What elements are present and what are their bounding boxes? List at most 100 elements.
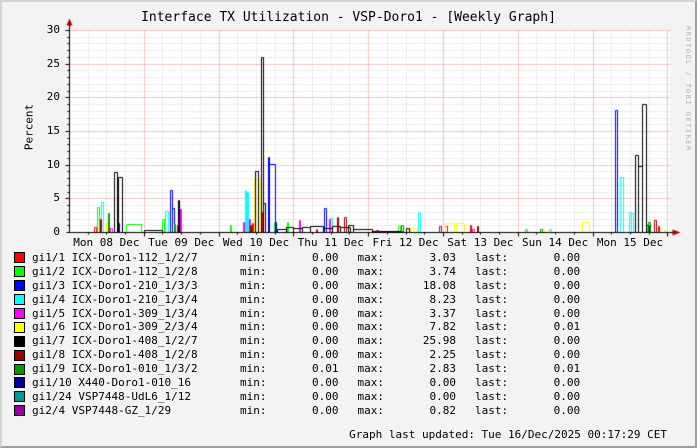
legend-last-value: 0.00 — [553, 348, 581, 362]
legend-row: gi1/6 ICX-Doro1-309_2/3/4 min: 0.00 max:… — [2, 320, 695, 334]
x-axis-tick-label: Mon 08 Dec — [73, 236, 140, 249]
legend-last-value: 0.01 — [553, 362, 581, 376]
legend-max-value: 18.08 — [422, 278, 456, 292]
y-axis-tick-label: 20 — [46, 90, 60, 104]
legend-max-label: max: — [357, 389, 385, 403]
legend-series-name: gi1/10 X440-Doro1-010_16 — [32, 376, 191, 390]
legend-row: gi1/24 VSP7448-UdL6_1/12 min: 0.00 max: … — [2, 389, 695, 404]
x-axis-tick-label: Sun 14 Dec — [522, 236, 589, 249]
legend-color-swatch — [14, 280, 25, 292]
x-axis-tick-label: Thu 11 Dec — [297, 236, 364, 249]
legend-max-label: max: — [357, 292, 385, 306]
legend-max-value: 3.74 — [429, 264, 457, 278]
legend-last-value: 0.00 — [553, 292, 581, 306]
legend-series-name: gi1/6 ICX-Doro1-309_2/3/4 — [32, 320, 198, 334]
legend-series-name: gi1/2 ICX-Doro1-112_1/2/8 — [32, 264, 198, 278]
legend-min-label: min: — [240, 292, 267, 306]
legend-last-value: 0.00 — [553, 278, 581, 292]
legend-max-label: max: — [357, 362, 385, 376]
y-axis-tick-label: 15 — [46, 124, 60, 137]
legend-min-label: min: — [240, 362, 267, 376]
legend-last-value: 0.00 — [553, 376, 581, 390]
legend-series-name: gi1/3 ICX-Doro1-210_1/3/3 — [32, 278, 198, 292]
legend-max-value: 3.37 — [429, 306, 457, 320]
legend-color-swatch — [14, 363, 25, 375]
legend-min-label: min: — [240, 306, 267, 320]
legend-row: gi1/8 ICX-Doro1-408_1/2/8 min: 0.00 max:… — [2, 348, 695, 362]
legend-max-value: 0.82 — [429, 403, 457, 417]
legend-last-label: last: — [475, 362, 509, 376]
legend-min-label: min: — [240, 403, 267, 417]
legend-min-value: 0.00 — [312, 320, 339, 334]
legend-max-label: max: — [357, 348, 385, 362]
x-axis-tick-label: Mon 15 Dec — [596, 236, 664, 249]
legend-min-label: min: — [240, 376, 267, 390]
legend-min-label: min: — [240, 348, 267, 362]
legend-row: gi1/1 ICX-Doro1-112_1/2/7 min: 0.00 max:… — [2, 251, 695, 265]
legend-last-label: last: — [475, 334, 509, 348]
legend-min-label: min: — [240, 278, 267, 292]
legend-min-value: 0.00 — [312, 403, 339, 417]
legend-last-label: last: — [475, 403, 509, 417]
legend-color-swatch — [14, 321, 25, 333]
legend-last-label: last: — [475, 389, 509, 403]
legend-max-value: 0.00 — [429, 389, 457, 403]
legend-row: gi1/7 ICX-Doro1-408_1/2/7 min: 0.00 max:… — [2, 334, 695, 348]
legend-last-label: last: — [475, 376, 509, 390]
legend-series-name: gi1/5 ICX-Doro1-309_1/3/4 — [32, 306, 198, 320]
legend-last-label: last: — [475, 306, 509, 320]
legend-color-swatch — [14, 335, 25, 347]
legend-min-label: min: — [240, 320, 267, 334]
legend-color-swatch — [14, 252, 25, 264]
legend-last-label: last: — [475, 292, 509, 306]
legend-max-label: max: — [357, 334, 385, 348]
legend-min-label: min: — [240, 264, 267, 278]
legend-max-value: 7.82 — [429, 320, 457, 334]
legend-series-name: gi2/4 VSP7448-GZ_1/29 — [32, 403, 172, 417]
legend: gi1/1 ICX-Doro1-112_1/2/7 min: 0.00 max:… — [2, 251, 695, 418]
legend-series-name: gi1/1 ICX-Doro1-112_1/2/7 — [32, 251, 198, 264]
legend-max-label: max: — [357, 376, 385, 390]
legend-min-value: 0.01 — [312, 362, 339, 376]
legend-series-name: gi1/7 ICX-Doro1-408_1/2/7 — [32, 334, 198, 348]
legend-last-label: last: — [475, 348, 509, 362]
y-axis-tick-label: 10 — [46, 157, 60, 171]
legend-max-label: max: — [357, 264, 385, 278]
legend-color-swatch — [14, 377, 25, 389]
legend-max-label: max: — [357, 403, 385, 417]
legend-series-name: gi1/24 VSP7448-UdL6_1/12 — [32, 389, 191, 403]
legend-last-label: last: — [475, 278, 509, 292]
legend-max-value: 0.00 — [429, 376, 457, 390]
legend-last-value: 0.00 — [553, 334, 581, 348]
legend-max-label: max: — [357, 320, 385, 334]
legend-max-label: max: — [357, 306, 385, 320]
legend-min-value: 0.00 — [312, 292, 339, 306]
legend-color-swatch — [14, 294, 25, 306]
legend-last-value: 0.01 — [553, 320, 581, 334]
legend-min-value: 0.00 — [312, 334, 339, 348]
legend-last-value: 0.00 — [553, 251, 581, 264]
x-axis-tick-label: Wed 10 Dec — [222, 236, 290, 249]
legend-min-label: min: — [240, 334, 267, 348]
legend-color-swatch — [14, 349, 25, 361]
chart-title: Interface TX Utilization - VSP-Doro1 - [… — [141, 10, 556, 25]
legend-max-label: max: — [357, 278, 385, 292]
legend-min-value: 0.00 — [312, 348, 339, 362]
legend-max-label: max: — [357, 251, 385, 264]
legend-last-label: last: — [475, 320, 509, 334]
legend-row: gi2/4 VSP7448-GZ_1/29 min: 0.00 max: 0.8… — [2, 403, 695, 418]
x-axis-tick-label: Sat 13 Dec — [447, 236, 514, 249]
legend-last-label: last: — [475, 251, 509, 264]
last-updated-text: Graph last updated: Tue 16/Dec/2025 00:1… — [349, 428, 667, 441]
legend-min-value: 0.00 — [312, 376, 339, 390]
legend-max-value: 3.03 — [429, 251, 457, 264]
y-axis-tick-label: 0 — [53, 225, 60, 238]
legend-color-swatch — [14, 405, 25, 417]
legend-min-value: 0.00 — [312, 251, 339, 264]
legend-last-value: 0.00 — [553, 306, 581, 320]
legend-max-value: 8.23 — [429, 292, 457, 306]
legend-min-label: min: — [240, 251, 267, 264]
legend-row: gi1/5 ICX-Doro1-309_1/3/4 min: 0.00 max:… — [2, 306, 695, 321]
